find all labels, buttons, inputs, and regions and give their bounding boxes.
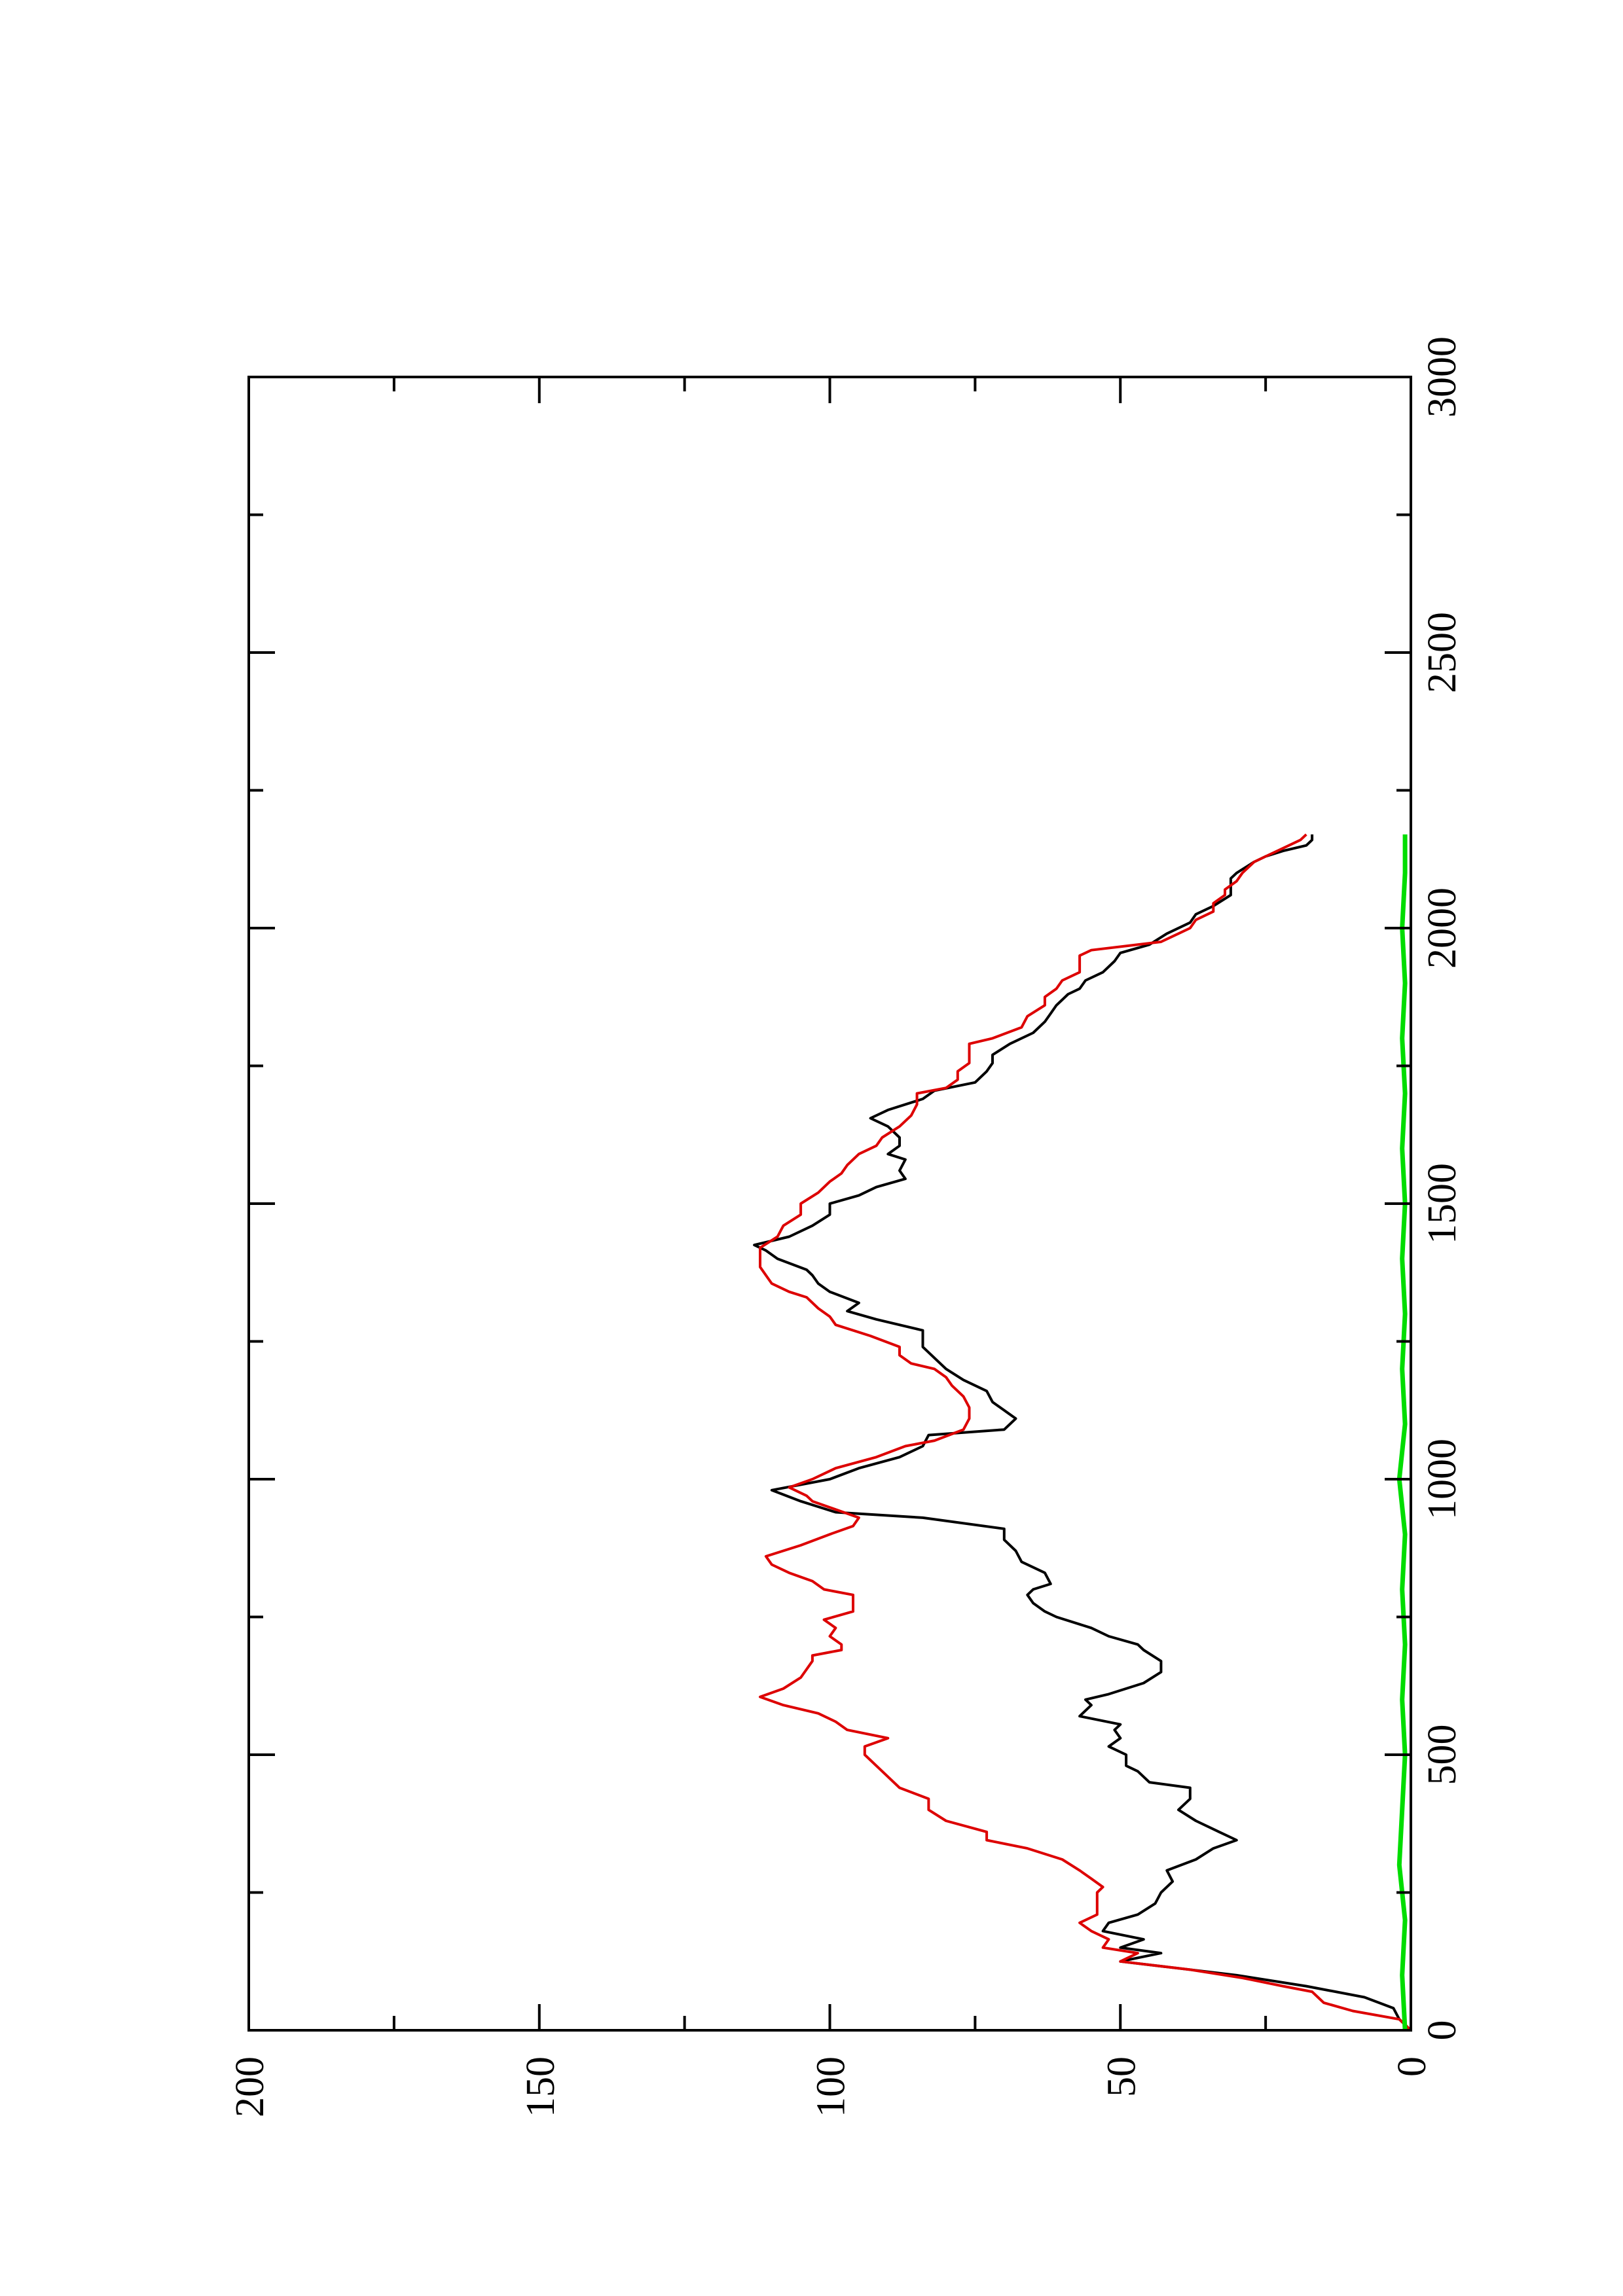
x-tick-label: 500 xyxy=(1420,1725,1465,1785)
x-tick-label: 2500 xyxy=(1420,612,1465,693)
y-tick-label: 100 xyxy=(809,2056,854,2117)
y-tick-label: 0 xyxy=(1390,2056,1434,2077)
tick-label-layer: 0 500 1000 1500 2000 2500 3000 0 50 100 150 200 xyxy=(228,336,1465,2117)
series-line-1 xyxy=(753,834,1412,2032)
y-tick-label: 50 xyxy=(1099,2056,1144,2097)
y-tick-label: 200 xyxy=(228,2056,272,2117)
x-tick-label: 0 xyxy=(1420,2020,1465,2041)
x-tick-label: 3000 xyxy=(1420,336,1465,418)
x-tick-label: 2000 xyxy=(1420,888,1465,969)
tick-layer xyxy=(247,376,1412,2032)
series-layer xyxy=(753,833,1412,2032)
series-line-2 xyxy=(759,833,1412,2032)
x-tick-label: 1000 xyxy=(1420,1439,1465,1520)
x-tick-label: 1500 xyxy=(1420,1163,1465,1244)
series-line-3 xyxy=(1396,834,1408,2031)
y-tick-label: 150 xyxy=(519,2056,563,2117)
